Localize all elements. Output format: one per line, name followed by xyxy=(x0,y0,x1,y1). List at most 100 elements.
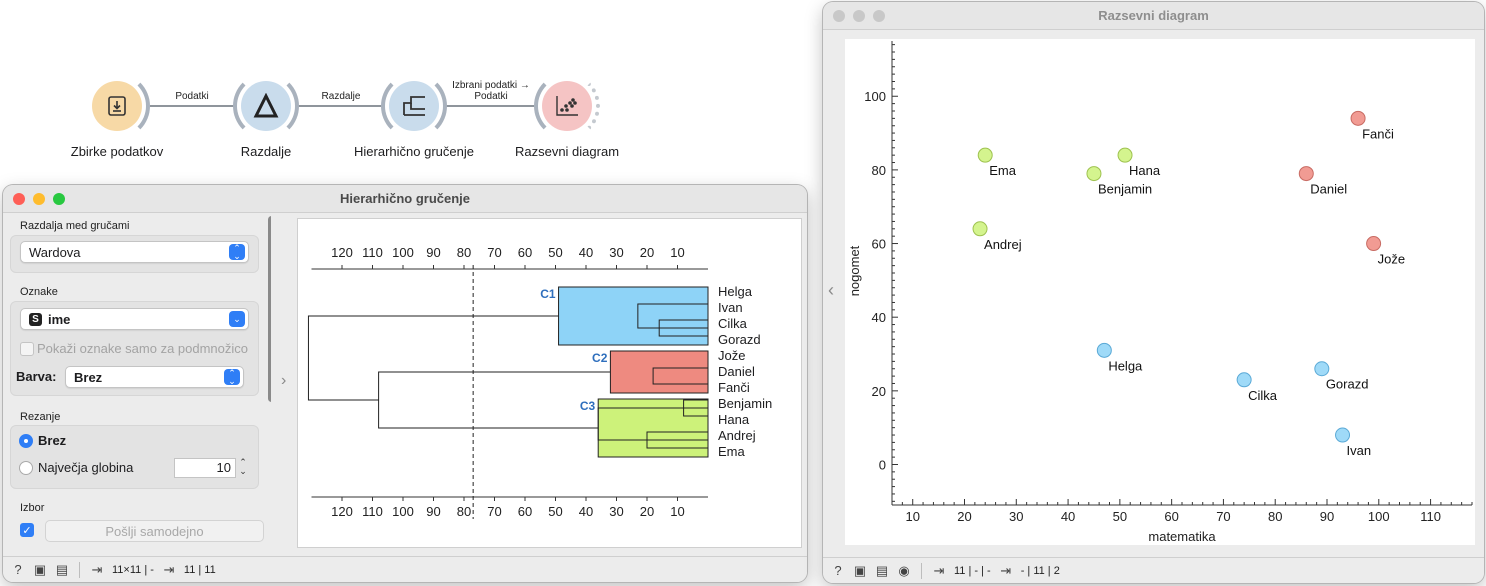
cluster-label: C2 xyxy=(592,351,608,365)
status-bar: ? ▣ ▤ ⇥ 11×11 | - ⇥ 11 | 11 xyxy=(3,556,807,582)
dendrogram-view[interactable]: 120 110 100 90 80 70 60 50 40 30 20 10 120 110 100 90 80… xyxy=(297,218,802,548)
close-button[interactable] xyxy=(833,10,845,22)
pruning-none-radio[interactable] xyxy=(19,434,33,448)
dendrogram-svg[interactable]: 120 110 100 90 80 70 60 50 40 30 20 10 120 110 100 90 80… xyxy=(298,219,801,547)
download-file-icon xyxy=(108,96,126,116)
scatter-plot-area[interactable]: 0 20 40 60 80 100 10 20 30 40 50 60 70 80 90 100 110 mate… xyxy=(845,39,1475,545)
y-tick-label: 0 xyxy=(879,457,886,472)
window-titlebar[interactable]: Razsevni diagram xyxy=(823,2,1484,30)
x-tick-label: 70 xyxy=(1216,509,1230,524)
save-icon[interactable]: ▣ xyxy=(853,562,867,578)
dendrogram-branch xyxy=(646,431,708,449)
workflow-canvas[interactable]: Podatki Razdalje Izbrani podatki → Podat… xyxy=(0,0,810,180)
leaf-label: Benjamin xyxy=(718,396,772,411)
x-tick-label: 60 xyxy=(1164,509,1178,524)
window-controls xyxy=(13,193,65,205)
x-tick-label: 100 xyxy=(1368,509,1390,524)
chevron-down-icon: ⌄ xyxy=(229,311,245,327)
pruning-group xyxy=(10,425,259,489)
axis-tick-label: 100 xyxy=(392,504,414,519)
axis-tick-label: 100 xyxy=(392,245,414,260)
axis-tick-label: 90 xyxy=(426,504,440,519)
point-marker xyxy=(1298,166,1314,182)
linkage-value: Wardova xyxy=(29,244,81,260)
axis-tick-label: 70 xyxy=(487,245,501,260)
string-type-icon: S xyxy=(29,312,42,326)
point-marker xyxy=(1086,166,1102,182)
help-icon[interactable]: ? xyxy=(834,563,842,578)
point-marker xyxy=(1366,236,1382,252)
stepper-icon[interactable]: ⌃ ⌄ xyxy=(239,457,247,476)
output-icon: ⇥ xyxy=(1000,562,1012,578)
window-titlebar[interactable]: Hierarhično gručenje xyxy=(3,185,807,213)
point-label: Daniel xyxy=(1310,182,1347,197)
point-label: Ema xyxy=(989,163,1017,178)
annotation-combo[interactable]: S ime ⌄ xyxy=(20,308,249,330)
axis-tick-label: 110 xyxy=(362,504,383,519)
scatter-svg[interactable]: 0 20 40 60 80 100 10 20 30 40 50 60 70 80 90 100 110 mate… xyxy=(845,39,1475,545)
leaf-label: Andrej xyxy=(718,428,756,443)
point-label: Benjamin xyxy=(1098,182,1152,197)
zoom-button[interactable] xyxy=(873,10,885,22)
chevron-left-icon[interactable]: ‹ xyxy=(828,280,834,300)
node-circle xyxy=(542,81,592,131)
link-distances[interactable] xyxy=(298,105,383,107)
window-title: Hierarhično gručenje xyxy=(339,191,471,206)
y-axis-label: nogomet xyxy=(847,245,862,296)
y-tick-label: 80 xyxy=(872,163,886,178)
visual-settings-icon[interactable]: ◉ xyxy=(898,562,910,578)
dendrogram-branch xyxy=(637,303,708,329)
axis-tick-label: 10 xyxy=(670,504,684,519)
chevron-right-icon[interactable]: › xyxy=(281,372,287,389)
link-selected-data[interactable] xyxy=(446,105,534,107)
scatter-point: Andrej xyxy=(972,221,1022,252)
status-output: - | 11 | 2 xyxy=(1020,564,1060,577)
minimize-button[interactable] xyxy=(33,193,45,205)
link-data[interactable] xyxy=(150,105,235,107)
axis-tick-label: 90 xyxy=(426,245,440,260)
axis-tick-label: 10 xyxy=(670,245,684,260)
scatter-point: Helga xyxy=(1096,342,1143,373)
save-icon[interactable]: ▣ xyxy=(33,561,47,577)
show-subset-checkbox[interactable] xyxy=(20,342,34,356)
y-tick-label: 100 xyxy=(864,89,886,104)
point-label: Hana xyxy=(1129,163,1161,178)
status-bar: ? ▣ ▤ ◉ ⇥ 11 | - | - ⇥ - | 11 | 2 xyxy=(823,557,1484,583)
control-scrollbar[interactable] xyxy=(268,216,271,402)
node-label: Razsevni diagram xyxy=(514,144,620,159)
help-icon[interactable]: ? xyxy=(14,562,22,577)
zoom-button[interactable] xyxy=(53,193,65,205)
input-icon: ⇥ xyxy=(91,561,103,577)
separator xyxy=(921,562,922,579)
point-marker xyxy=(1314,361,1330,377)
close-button[interactable] xyxy=(13,193,25,205)
scatter-point: Fanči xyxy=(1350,110,1394,141)
node-circle xyxy=(92,81,142,131)
axis-tick-label: 60 xyxy=(518,504,532,519)
x-tick-label: 110 xyxy=(1420,509,1441,524)
leaf-label: Cilka xyxy=(718,316,748,331)
point-label: Gorazd xyxy=(1326,377,1369,392)
point-marker xyxy=(1096,342,1112,358)
x-tick-label: 50 xyxy=(1113,509,1127,524)
x-tick-label: 40 xyxy=(1061,509,1075,524)
cluster-box xyxy=(609,350,709,394)
leaf-label: Fanči xyxy=(718,380,750,395)
linkage-combo[interactable]: Wardova ⌃ ⌄ xyxy=(20,241,249,263)
axis-tick-label: 120 xyxy=(331,245,353,260)
minimize-button[interactable] xyxy=(853,10,865,22)
dendrogram-branch xyxy=(652,367,708,385)
pruning-depth-label: Največja globina xyxy=(38,460,134,475)
scatter-point: Hana xyxy=(1117,147,1161,178)
pruning-depth-radio[interactable] xyxy=(19,461,33,475)
send-auto-checkbox[interactable]: ✓ xyxy=(20,523,34,537)
send-auto-button[interactable]: Pošlji samodejno xyxy=(45,520,264,542)
color-combo[interactable]: Brez ⌃ ⌄ xyxy=(65,366,244,388)
y-tick-label: 20 xyxy=(872,384,886,399)
pruning-depth-input[interactable]: 10 xyxy=(174,458,236,478)
report-icon[interactable]: ▤ xyxy=(875,562,889,578)
report-icon[interactable]: ▤ xyxy=(55,561,69,577)
axis-tick-label: 50 xyxy=(548,504,562,519)
status-output: 11 | 11 xyxy=(183,563,216,576)
link-label-line2: Podatki xyxy=(474,91,508,102)
